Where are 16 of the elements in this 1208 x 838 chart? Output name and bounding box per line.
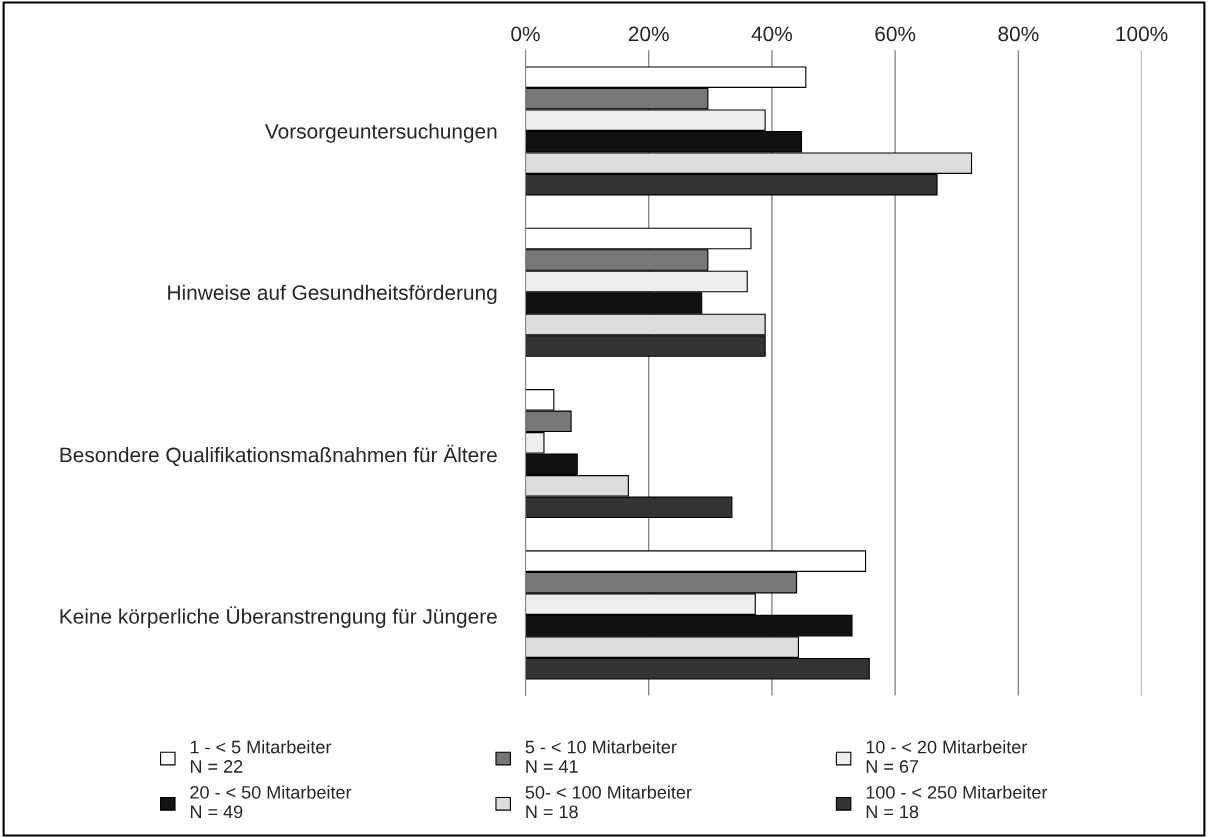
y-tick-label: Hinweise auf Gesundheitsförderung xyxy=(168,284,497,305)
legend-label: 1 - < 5 Mitarbeiter N = 22 xyxy=(190,740,332,773)
y-tick-label: Keine körperliche Überanstrengung für Jüngere xyxy=(60,606,497,628)
legend-label: 10 - < 20 Mitarbeiter N = 67 xyxy=(866,740,1028,773)
x-tick-label: 0% xyxy=(511,26,540,42)
y-tick-label: Vorsorgeuntersuchungen xyxy=(265,123,497,143)
legend-label: 20 - < 50 Mitarbeiter N = 49 xyxy=(190,785,352,819)
x-tick-label: 60% xyxy=(875,26,916,42)
x-tick-label: 40% xyxy=(751,26,793,42)
x-tick-label: 20% xyxy=(628,26,669,42)
legend-label: 50- < 100 Mitarbeiter N = 18 xyxy=(525,785,692,819)
legend-label: 5 - < 10 Mitarbeiter N = 41 xyxy=(525,740,677,773)
x-tick-label: 100% xyxy=(1116,26,1168,42)
y-tick-label: Besondere Qualifikationsmaßnahmen für Ältere xyxy=(60,444,497,467)
legend-label: 100 - < 250 Mitarbeiter N = 18 xyxy=(866,785,1048,819)
x-tick-label: 80% xyxy=(998,26,1039,42)
